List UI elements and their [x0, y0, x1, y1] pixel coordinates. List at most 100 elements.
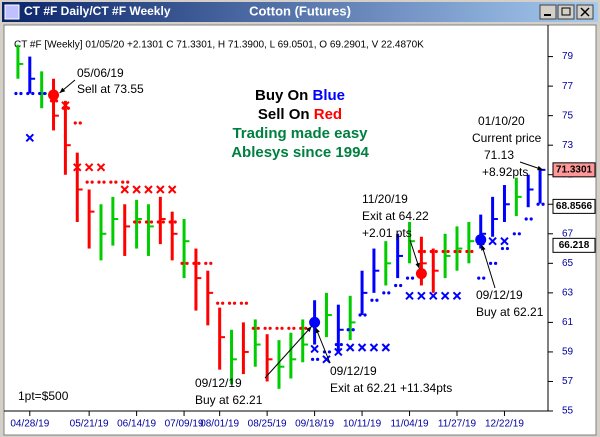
stop-dot — [417, 249, 421, 254]
annotation: 05/06/19 — [77, 66, 124, 80]
y-tick-label: 77 — [562, 81, 574, 92]
stop-dot — [90, 180, 94, 184]
annotation-arrow — [315, 327, 331, 364]
stop-dot — [43, 91, 47, 96]
stop-dot — [446, 249, 450, 254]
stop-dot — [453, 249, 457, 254]
stop-dot — [311, 357, 315, 361]
stop-dot — [268, 326, 272, 330]
promo-line3: Trading made easy — [232, 125, 368, 142]
arrow-head — [415, 262, 420, 269]
x-marker — [132, 185, 141, 194]
stop-dot — [173, 220, 177, 224]
annotation: +8.92pts — [482, 165, 528, 179]
promo-line1: Buy On Blue — [255, 87, 345, 104]
stop-dot — [144, 220, 149, 224]
annotation: 71.13 — [484, 148, 514, 162]
y-tick-label: 59 — [562, 347, 574, 358]
stop-dot — [221, 301, 225, 305]
stop-dot — [204, 261, 208, 265]
stop-dot — [394, 283, 398, 288]
stop-dot — [133, 220, 137, 224]
window-title: CT #F Daily/CT #F Weekly — [24, 4, 171, 18]
price-box — [552, 162, 596, 178]
promo-line4: Ablesys since 1994 — [231, 144, 369, 161]
stop-dot — [78, 121, 82, 125]
stop-dot — [351, 328, 355, 332]
price-box-label: 71.3301 — [556, 164, 593, 175]
minimize-button[interactable] — [539, 4, 557, 20]
x-tick-label: 08/01/19 — [200, 419, 239, 430]
stop-dot — [434, 249, 438, 254]
stop-dot — [263, 326, 267, 330]
y-tick-label: 75 — [562, 110, 574, 121]
stop-dot — [422, 249, 426, 254]
stop-dot — [19, 91, 23, 96]
x-marker — [369, 343, 379, 352]
x-marker — [322, 355, 331, 364]
x-marker — [61, 101, 70, 110]
stop-dot — [505, 246, 510, 251]
stop-dot — [292, 326, 296, 330]
stop-dot — [387, 291, 391, 295]
stop-dot — [180, 261, 184, 265]
x-tick-label: 10/11/19 — [343, 419, 382, 430]
x-marker — [452, 291, 462, 301]
price-box-label: 68.8566 — [556, 201, 593, 212]
promo-text: Buy On — [255, 87, 308, 104]
stop-dot — [138, 220, 142, 224]
x-tick-label: 12/22/19 — [485, 419, 524, 430]
stop-dot — [316, 357, 320, 361]
y-tick-label: 55 — [562, 406, 574, 417]
stop-dot — [192, 261, 196, 265]
annotation: 09/12/19 — [476, 288, 523, 302]
window-buttons[interactable] — [539, 4, 594, 20]
stop-dot — [244, 301, 248, 305]
arrow-head — [59, 87, 66, 93]
annotation-arrow — [481, 244, 496, 289]
stop-dot — [458, 249, 462, 254]
stop-dot — [465, 249, 469, 254]
x-marker — [440, 291, 450, 301]
stop-dot — [358, 313, 362, 317]
stop-dot — [73, 121, 77, 125]
stop-dot — [327, 350, 332, 354]
y-tick-label: 65 — [562, 258, 574, 269]
stop-dot — [168, 220, 172, 224]
promo-line2: Sell On Red — [258, 106, 342, 123]
promo-blue: Blue — [313, 87, 346, 104]
stop-dot — [227, 301, 232, 305]
stop-dot — [251, 326, 255, 330]
stop-dot — [97, 180, 101, 184]
stop-dot — [85, 180, 89, 184]
stop-dot — [494, 261, 498, 265]
x-marker — [500, 236, 509, 246]
annotation: Exit at 62.21 +11.34pts — [330, 381, 452, 395]
x-marker — [345, 343, 355, 352]
annotation: 09/12/19 — [330, 364, 377, 378]
annotation: Buy at 62.21 — [476, 305, 544, 319]
stop-dot — [529, 217, 533, 221]
stop-dot — [429, 249, 433, 254]
price-box — [552, 237, 596, 253]
maximize-button[interactable] — [557, 4, 575, 20]
stop-dot — [363, 313, 367, 317]
price-box-label: 66.218 — [559, 240, 590, 251]
stop-dot — [346, 328, 350, 332]
stop-dot — [26, 91, 30, 96]
promo-red: Red — [314, 106, 342, 123]
stop-dot — [280, 326, 284, 330]
stop-dot — [232, 301, 237, 305]
stop-dot — [375, 298, 379, 302]
stop-dot — [161, 220, 165, 224]
stop-dot — [275, 326, 279, 330]
stop-dot — [216, 301, 220, 305]
y-tick-label: 61 — [562, 317, 574, 328]
x-tick-label: 04/28/19 — [10, 419, 49, 430]
annotation: 09/12/19 — [195, 376, 242, 390]
chart-area — [3, 24, 597, 436]
x-marker — [167, 185, 177, 194]
annotation: Sell at 73.55 — [77, 82, 144, 96]
stop-dot — [109, 180, 113, 184]
chart-header: CT #F [Weekly] 01/05/20 +2.1301 C 71.330… — [14, 40, 424, 51]
